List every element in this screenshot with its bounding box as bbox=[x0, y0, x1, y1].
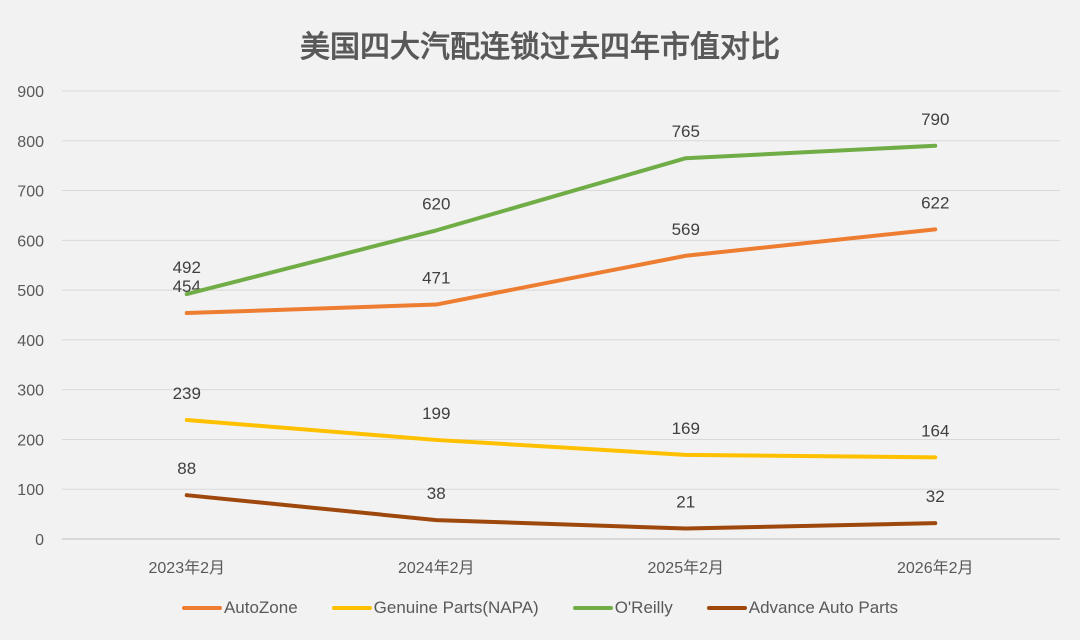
legend-item: Advance Auto Parts bbox=[706, 598, 899, 618]
legend-item: O'Reilly bbox=[572, 598, 673, 618]
legend-swatch bbox=[706, 606, 747, 610]
series-line bbox=[184, 227, 938, 316]
x-tick-label: 2023年2月 bbox=[149, 559, 226, 577]
chart-title: 美国四大汽配连锁过去四年市值对比 bbox=[300, 30, 780, 65]
y-tick-label: 600 bbox=[17, 233, 44, 250]
data-label: 569 bbox=[672, 220, 700, 239]
data-label: 790 bbox=[921, 110, 949, 129]
legend-swatch bbox=[572, 606, 613, 610]
legend-label: Advance Auto Parts bbox=[748, 598, 899, 617]
series-line bbox=[184, 143, 938, 297]
data-label: 38 bbox=[427, 484, 446, 503]
y-tick-label: 200 bbox=[17, 432, 44, 449]
legend-label: O'Reilly bbox=[614, 598, 673, 617]
legend-label: Genuine Parts(NAPA) bbox=[373, 598, 539, 617]
data-label: 471 bbox=[422, 269, 450, 288]
legend: AutoZone Genuine Parts(NAPA) O'Reilly Advan… bbox=[0, 598, 1080, 618]
data-label: 622 bbox=[921, 193, 949, 212]
y-tick-label: 500 bbox=[17, 283, 44, 300]
y-tick-label: 0 bbox=[35, 532, 44, 549]
x-tick-label: 2025年2月 bbox=[648, 559, 725, 577]
legend-swatch bbox=[331, 606, 372, 610]
series-line bbox=[184, 493, 938, 531]
data-label: 199 bbox=[422, 404, 450, 423]
y-tick-label: 700 bbox=[17, 184, 44, 201]
data-label: 164 bbox=[921, 421, 949, 440]
legend-item: AutoZone bbox=[181, 598, 298, 618]
y-tick-label: 300 bbox=[17, 383, 44, 400]
y-tick-label: 400 bbox=[17, 333, 44, 350]
data-label: 765 bbox=[672, 122, 700, 141]
legend-label: AutoZone bbox=[223, 598, 298, 617]
data-label: 32 bbox=[926, 487, 945, 506]
series-line bbox=[184, 418, 938, 460]
legend-item: Genuine Parts(NAPA) bbox=[331, 598, 539, 618]
y-tick-label: 900 bbox=[17, 84, 44, 101]
data-label: 492 bbox=[173, 258, 201, 277]
x-tick-label: 2024年2月 bbox=[398, 559, 475, 577]
data-label: 88 bbox=[177, 459, 196, 478]
data-label: 239 bbox=[173, 384, 201, 403]
y-tick-label: 800 bbox=[17, 134, 44, 151]
data-label: 21 bbox=[676, 493, 695, 512]
y-tick-label: 100 bbox=[17, 482, 44, 499]
x-tick-label: 2026年2月 bbox=[897, 559, 974, 577]
legend-swatch bbox=[181, 606, 222, 610]
data-label: 620 bbox=[422, 194, 450, 213]
data-label: 169 bbox=[672, 419, 700, 438]
